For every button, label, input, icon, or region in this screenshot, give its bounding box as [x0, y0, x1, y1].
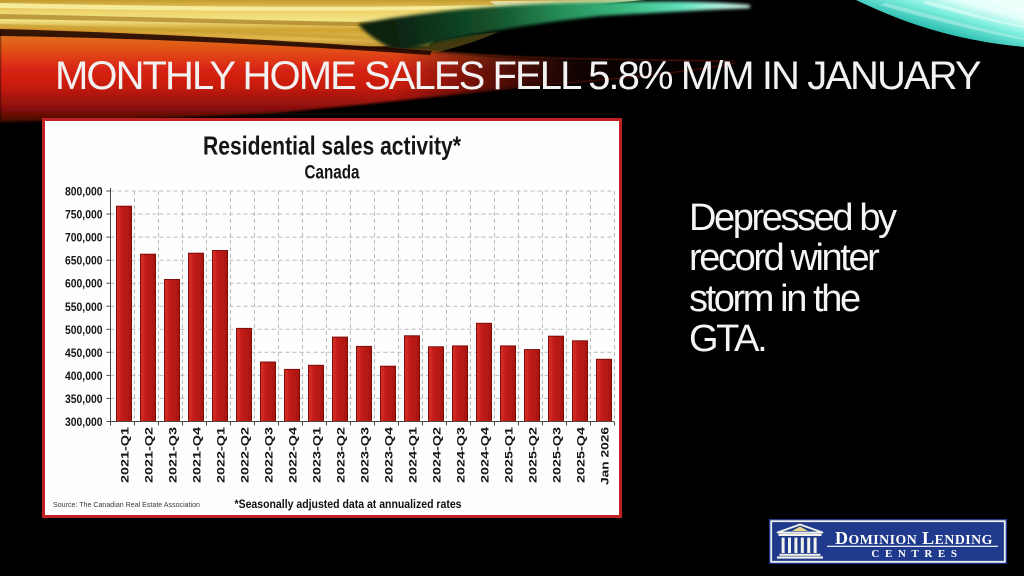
svg-text:Source: The Canadian Real Esta: Source: The Canadian Real Estate Associa…	[53, 502, 200, 509]
svg-text:Canada: Canada	[305, 162, 360, 184]
svg-text:Jan 2026: Jan 2026	[600, 427, 612, 485]
svg-text:2025-Q4: 2025-Q4	[576, 426, 588, 483]
svg-text:650,000: 650,000	[65, 254, 103, 268]
svg-text:CENTRES: CENTRES	[871, 548, 962, 560]
svg-text:2025-Q2: 2025-Q2	[528, 427, 540, 483]
svg-text:400,000: 400,000	[65, 369, 103, 383]
svg-text:300,000: 300,000	[65, 415, 103, 429]
svg-text:550,000: 550,000	[65, 300, 103, 314]
svg-text:2024-Q1: 2024-Q1	[408, 427, 420, 483]
svg-text:2025-Q3: 2025-Q3	[552, 427, 564, 483]
svg-text:2024-Q3: 2024-Q3	[456, 427, 468, 483]
svg-text:600,000: 600,000	[65, 277, 103, 291]
svg-text:2023-Q1: 2023-Q1	[312, 427, 324, 483]
svg-text:750,000: 750,000	[65, 208, 103, 222]
svg-text:Residential sales activity*: Residential sales activity*	[203, 131, 462, 161]
svg-text:2021-Q3: 2021-Q3	[168, 427, 180, 483]
svg-text:2021-Q2: 2021-Q2	[144, 427, 156, 483]
svg-text:2023-Q4: 2023-Q4	[384, 426, 396, 483]
svg-text:*Seasonally adjusted data at a: *Seasonally adjusted data at annualized …	[235, 497, 462, 511]
svg-text:2021-Q1: 2021-Q1	[120, 427, 132, 483]
svg-text:2025-Q1: 2025-Q1	[504, 427, 516, 483]
svg-text:500,000: 500,000	[65, 323, 103, 337]
svg-text:2022-Q2: 2022-Q2	[240, 427, 252, 483]
svg-text:700,000: 700,000	[65, 231, 103, 245]
svg-text:2022-Q1: 2022-Q1	[216, 427, 228, 483]
svg-text:2022-Q3: 2022-Q3	[264, 427, 276, 483]
svg-text:2024-Q2: 2024-Q2	[432, 427, 444, 483]
svg-text:800,000: 800,000	[65, 185, 103, 199]
svg-text:2021-Q4: 2021-Q4	[192, 426, 204, 483]
svg-text:2022-Q4: 2022-Q4	[288, 426, 300, 483]
svg-text:450,000: 450,000	[65, 346, 103, 360]
svg-text:350,000: 350,000	[65, 392, 103, 406]
svg-text:2023-Q2: 2023-Q2	[336, 427, 348, 483]
svg-text:2024-Q4: 2024-Q4	[480, 426, 492, 483]
svg-text:2023-Q3: 2023-Q3	[360, 427, 372, 483]
svg-text:DOMINION LENDING: DOMINION LENDING	[835, 528, 993, 548]
